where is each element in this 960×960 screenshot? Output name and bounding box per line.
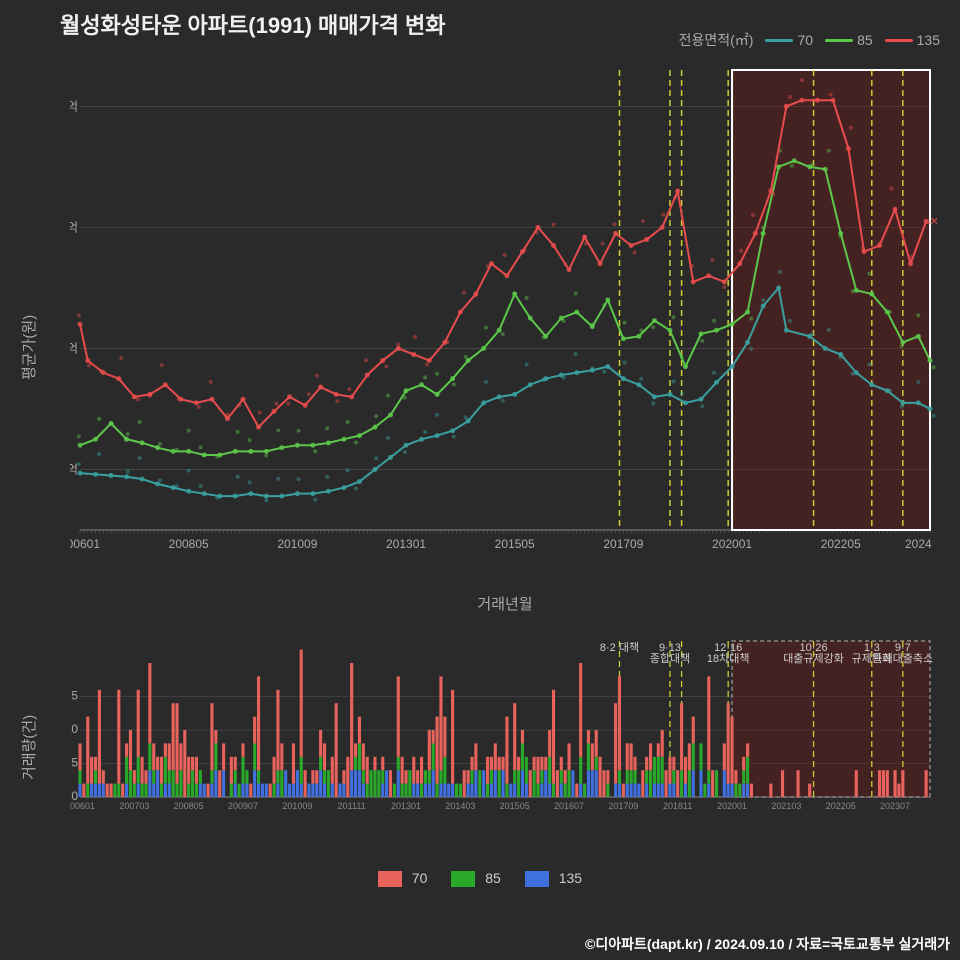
price-chart: 1억 2억 3억 4억 200601 200805 201009 201301 201505 20… (70, 60, 940, 570)
svg-text:200601: 200601 (70, 801, 95, 811)
svg-text:4억: 4억 (70, 99, 78, 113)
legend-name: 85 (485, 870, 501, 886)
legend-swatch (765, 39, 793, 42)
legend-top: 전용면적(㎡) 70 85 135 (679, 30, 940, 50)
svg-text:201607: 201607 (554, 801, 584, 811)
legend-swatch (378, 871, 402, 887)
svg-text:200805: 200805 (174, 801, 204, 811)
svg-text:202205: 202205 (821, 537, 861, 551)
legend-top-label: 전용면적(㎡) (679, 30, 754, 50)
legend-item-70: 70 (765, 32, 813, 48)
legend-item-135: 135 (885, 32, 940, 48)
legend-bottom-item-85: 85 (451, 870, 500, 887)
legend-swatch (451, 871, 475, 887)
y-axis-label-main: 평균가(원) (18, 315, 39, 380)
svg-text:200703: 200703 (119, 801, 149, 811)
svg-text:5.0: 5.0 (70, 722, 78, 736)
legend-bottom-item-70: 70 (378, 870, 427, 887)
svg-text:201301: 201301 (386, 537, 426, 551)
credit-text: ©디아파트(dapt.kr) / 2024.09.10 / 자료=국토교통부 실… (585, 934, 950, 954)
chart-title: 월성화성타운 아파트(1991) 매매가격 변화 (60, 8, 446, 40)
svg-text:특례대출축소: 특례대출축소 (872, 652, 933, 665)
svg-text:201009: 201009 (277, 537, 317, 551)
legend-swatch (885, 39, 913, 42)
svg-text:202001: 202001 (717, 801, 747, 811)
svg-text:대출규제강화: 대출규제강화 (783, 652, 844, 665)
legend-bottom: 70 85 135 (0, 870, 960, 887)
svg-text:201505: 201505 (495, 537, 535, 551)
legend-swatch (525, 871, 549, 887)
svg-text:200805: 200805 (169, 537, 209, 551)
svg-text:8·2 대책: 8·2 대책 (600, 641, 639, 654)
svg-text:202103: 202103 (771, 801, 801, 811)
svg-text:200601: 200601 (70, 537, 100, 551)
svg-text:1억: 1억 (70, 462, 78, 476)
svg-text:2.5: 2.5 (70, 756, 78, 770)
svg-text:200907: 200907 (228, 801, 258, 811)
svg-text:2024: 2024 (905, 537, 932, 551)
legend-name: 70 (797, 32, 813, 48)
svg-text:201111: 201111 (338, 801, 366, 811)
svg-text:201709: 201709 (608, 801, 638, 811)
legend-name: 85 (857, 32, 873, 48)
svg-text:2억: 2억 (70, 341, 78, 355)
svg-text:202205: 202205 (826, 801, 856, 811)
svg-text:202307: 202307 (880, 801, 910, 811)
svg-text:201301: 201301 (391, 801, 421, 811)
svg-text:3억: 3억 (70, 220, 78, 234)
svg-text:201505: 201505 (500, 801, 530, 811)
legend-name: 70 (412, 870, 428, 886)
svg-text:201403: 201403 (445, 801, 475, 811)
svg-text:201811: 201811 (663, 801, 692, 811)
legend-name: 135 (559, 870, 582, 886)
svg-text:7.5: 7.5 (70, 689, 78, 703)
svg-text:종합대책: 종합대책 (650, 652, 690, 665)
legend-bottom-item-135: 135 (525, 870, 582, 887)
svg-text:201709: 201709 (603, 537, 643, 551)
svg-text:201009: 201009 (282, 801, 312, 811)
svg-text:202001: 202001 (712, 537, 752, 551)
svg-text:×: × (930, 212, 938, 228)
x-axis-label-main: 거래년월 (455, 593, 555, 614)
legend-item-85: 85 (825, 32, 873, 48)
svg-text:18차대책: 18차대책 (707, 652, 750, 665)
volume-chart: 0.02.55.07.52006012007032008052009072010… (70, 635, 940, 825)
y-axis-label-bottom: 거래량(건) (18, 715, 39, 780)
legend-name: 135 (917, 32, 940, 48)
legend-swatch (825, 39, 853, 42)
